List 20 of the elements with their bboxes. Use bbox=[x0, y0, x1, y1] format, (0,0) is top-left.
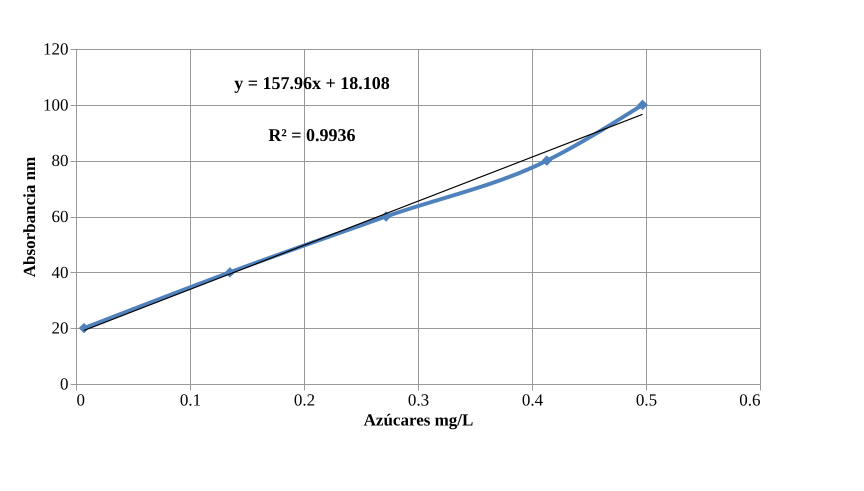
y-axis-title: Absorbancia nm bbox=[20, 156, 39, 278]
y-tick-label: 0 bbox=[60, 374, 68, 394]
y-tick-label: 40 bbox=[52, 262, 68, 282]
x-tick-label: 0 bbox=[76, 390, 85, 410]
y-tick-label: 100 bbox=[43, 95, 68, 114]
x-tick-label: 0.1 bbox=[180, 390, 202, 410]
x-tick-label: 0.5 bbox=[636, 390, 658, 410]
y-tick-label: 120 bbox=[43, 40, 68, 58]
annotation: y = 157.96x + 18.108 bbox=[234, 73, 390, 94]
x-tick-label: 0.6 bbox=[739, 390, 760, 410]
x-tick-label: 0.4 bbox=[522, 390, 544, 410]
point bbox=[542, 155, 552, 166]
x-tick-label: 0.3 bbox=[408, 390, 430, 410]
x-axis-title: Azúcares mg/L bbox=[364, 410, 474, 430]
y-tick-label: 80 bbox=[52, 151, 68, 170]
point bbox=[637, 100, 648, 110]
x-tick-label: 0.2 bbox=[294, 390, 316, 410]
annotation: R² = 0.9936 bbox=[268, 125, 356, 146]
y-tick-label: 60 bbox=[52, 207, 68, 226]
y-tick-label: 20 bbox=[52, 318, 68, 338]
